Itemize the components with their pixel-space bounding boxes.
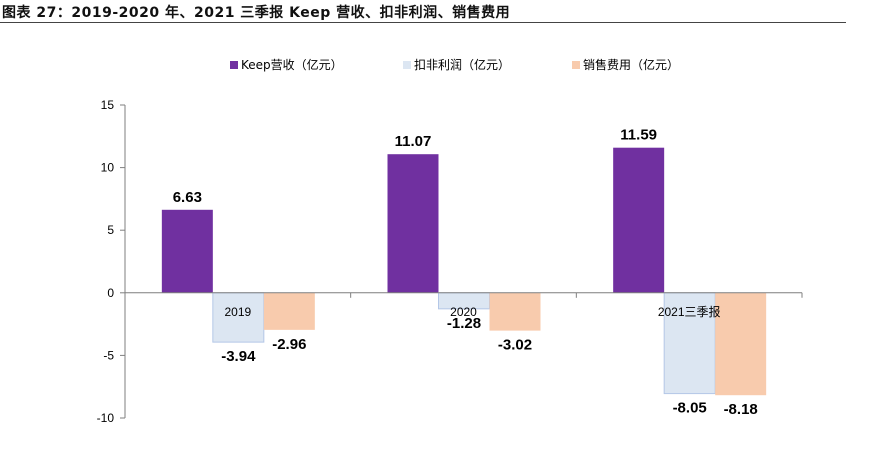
x-tick-label-2: 2021三季报 [658, 304, 721, 319]
data-label-revenue-2: 11.59 [620, 127, 657, 144]
bar-sales-2 [715, 292, 767, 396]
bar-profit-2 [663, 292, 716, 395]
title-divider [0, 22, 846, 23]
y-tick-label-3: 0 [107, 286, 114, 300]
legend-label-sales: 销售费用（亿元） [583, 58, 680, 72]
bar-profit-0 [212, 292, 265, 343]
data-label-profit-2: -8.05 [673, 400, 707, 417]
bar-revenue-0 [161, 209, 213, 293]
legend: Keep营收（亿元） 扣非利润（亿元） 销售费用（亿元） [0, 56, 874, 74]
legend-label-profit: 扣非利润（亿元） [414, 58, 511, 72]
x-tick-label-1: 2020 [450, 305, 477, 319]
y-tick-label-0: 15 [101, 98, 115, 112]
legend-label-revenue: Keep营收（亿元） [241, 58, 343, 72]
bar-revenue-1 [387, 154, 439, 293]
legend-item-revenue: Keep营收（亿元） [230, 56, 343, 73]
bar-sales-0 [263, 292, 315, 330]
data-label-profit-1: -1.28 [447, 315, 481, 332]
legend-item-profit: 扣非利润（亿元） [403, 56, 510, 73]
data-label-sales-2: -8.18 [724, 401, 758, 418]
legend-swatch-profit [403, 60, 411, 69]
data-label-profit-0: -3.94 [221, 348, 256, 365]
bar-sales-1 [489, 292, 541, 331]
bar-revenue-2 [613, 147, 665, 293]
legend-item-sales: 销售费用（亿元） [572, 56, 679, 73]
data-label-revenue-1: 11.07 [395, 133, 432, 150]
data-label-revenue-0: 6.63 [173, 189, 202, 206]
y-tick-label-5: -10 [97, 411, 115, 425]
legend-swatch-sales [572, 60, 580, 69]
data-label-sales-1: -3.02 [498, 337, 532, 354]
data-label-sales-0: -2.96 [272, 336, 306, 353]
y-tick-label-1: 10 [101, 161, 115, 175]
x-tick-label-0: 2019 [224, 305, 251, 319]
y-tick-label-2: 5 [107, 223, 114, 237]
chart-title: 图表 27：2019-2020 年、2021 三季报 Keep 营收、扣非利润、… [2, 5, 511, 21]
legend-swatch-revenue [230, 60, 238, 69]
y-tick-label-4: -5 [103, 348, 114, 362]
